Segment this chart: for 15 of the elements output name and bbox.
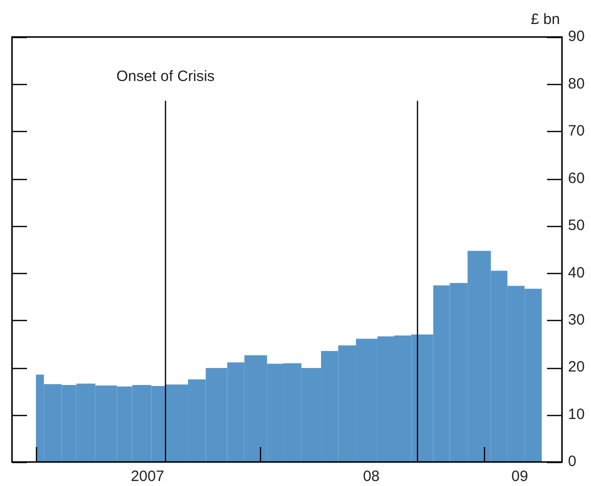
y-tick-label: 20 [568, 358, 585, 376]
ref-line-label: Onset of Crisis [116, 68, 215, 86]
x-tick-label: 09 [511, 468, 528, 486]
y-tick-label: 70 [568, 122, 585, 140]
y-tick-label: 50 [568, 217, 585, 234]
x-tick-label: 2007 [130, 468, 164, 486]
y-tick-label: 10 [568, 406, 585, 423]
y-tick-label: 80 [568, 75, 585, 92]
y-tick-label: 30 [568, 311, 585, 328]
y-tick-label: 40 [568, 264, 585, 282]
x-tick-label: 08 [362, 468, 380, 486]
y-tick-label: 0 [568, 453, 576, 470]
y-tick-label: 60 [568, 170, 585, 187]
y-axis-title: £ bn [530, 11, 560, 28]
y-tick-label: 90 [568, 28, 585, 46]
